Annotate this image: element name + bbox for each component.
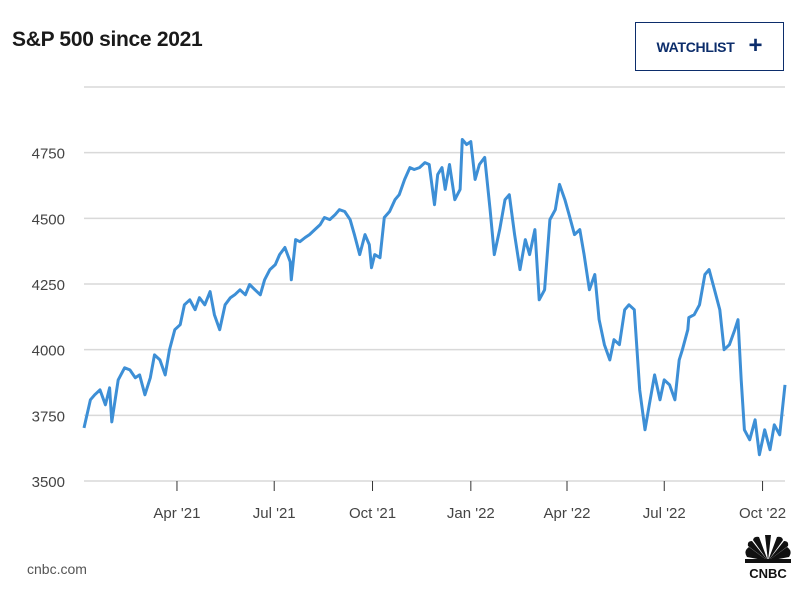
x-tick-label: Jan '22 <box>447 505 495 522</box>
svg-text:CNBC: CNBC <box>749 566 787 581</box>
y-axis: 3500 3750 4000 4250 4500 4750 <box>32 146 65 491</box>
chart-title: S&P 500 since 2021 <box>12 28 203 51</box>
source-label: cnbc.com <box>27 561 87 577</box>
plus-icon: + <box>748 31 763 59</box>
y-tick-label: 4500 <box>32 211 65 228</box>
y-tick-label: 3750 <box>32 408 65 425</box>
x-tick-label: Jul '22 <box>643 505 686 522</box>
y-tick-label: 4750 <box>32 146 65 163</box>
x-axis: Apr '21 Jul '21 Oct '21 Jan '22 Apr '22 Jul '… <box>153 481 786 522</box>
x-tick-label: Apr '22 <box>543 505 590 522</box>
cnbc-logo: CNBC <box>745 535 791 581</box>
x-tick-label: Jul '21 <box>253 505 296 522</box>
x-tick-label: Oct '21 <box>349 505 396 522</box>
line-chart: 3500 3750 4000 4250 4500 4750 Apr '21 Jul '21 O… <box>32 86 787 522</box>
watchlist-label: WATCHLIST <box>656 38 735 55</box>
x-tick-label: Apr '21 <box>153 505 200 522</box>
y-tick-label: 4250 <box>32 277 65 294</box>
series-line-sp500 <box>82 138 787 457</box>
gridlines <box>84 86 785 482</box>
x-tick-label: Oct '22 <box>739 505 786 522</box>
y-tick-label: 4000 <box>32 343 65 360</box>
watchlist-button[interactable]: WATCHLIST + <box>635 22 784 71</box>
y-tick-label: 3500 <box>32 474 65 491</box>
